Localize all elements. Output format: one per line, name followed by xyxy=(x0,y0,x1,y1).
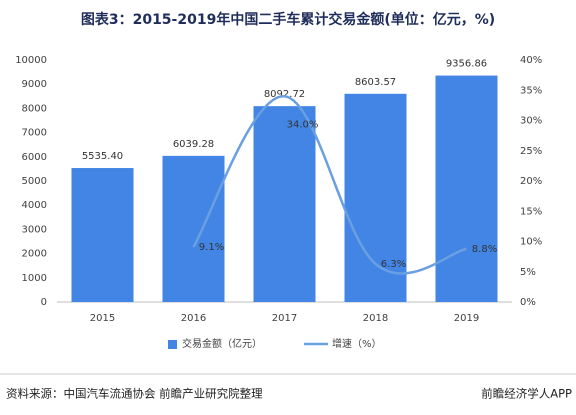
y2-tick-label: 20% xyxy=(520,176,542,187)
legend-label: 增速（%） xyxy=(332,337,382,350)
bar-value-label: 5535.40 xyxy=(82,151,123,162)
y2-tick-label: 15% xyxy=(520,206,542,217)
bar xyxy=(344,93,407,302)
legend-swatch xyxy=(168,340,177,349)
line-value-label: 6.3% xyxy=(381,259,406,270)
legend-label: 交易金额（亿元） xyxy=(182,337,262,350)
bar xyxy=(162,155,225,302)
chart-title: 图表3：2015-2019年中国二手车累计交易金额(单位：亿元，%) xyxy=(81,11,495,28)
x-tick-label: 2018 xyxy=(363,313,388,324)
bar-value-label: 6039.28 xyxy=(173,139,214,150)
source: 资料来源：中国汽车流通协会 前瞻产业研究院整理 xyxy=(6,387,263,401)
y-tick-label: 6000 xyxy=(22,152,47,163)
x-tick-label: 2015 xyxy=(90,313,115,324)
y-tick-label: 3000 xyxy=(22,224,47,235)
watermark: 前瞻经济学人APP xyxy=(481,387,572,401)
y-tick-label: 8000 xyxy=(22,103,47,114)
y-tick-label: 1000 xyxy=(22,273,47,284)
y-tick-label: 2000 xyxy=(22,249,47,260)
line-value-label: 9.1% xyxy=(199,242,224,253)
y-tick-label: 10000 xyxy=(15,55,47,66)
line-value-label: 34.0% xyxy=(287,119,319,130)
y-tick-label: 0 xyxy=(41,297,47,308)
y2-tick-label: 25% xyxy=(520,146,542,157)
line-value-label: 8.8% xyxy=(472,244,497,255)
x-tick-label: 2019 xyxy=(454,313,479,324)
bar-value-label: 9356.86 xyxy=(446,59,487,70)
y2-tick-label: 5% xyxy=(520,267,536,278)
y2-tick-label: 30% xyxy=(520,116,542,127)
bar-value-label: 8092.72 xyxy=(264,89,305,100)
y2-tick-label: 10% xyxy=(520,237,542,248)
y2-tick-label: 0% xyxy=(520,297,536,308)
y2-tick-label: 40% xyxy=(520,55,542,66)
bar xyxy=(71,168,134,302)
bar xyxy=(435,75,498,302)
y-tick-label: 4000 xyxy=(22,200,47,211)
bar-value-label: 8603.57 xyxy=(355,77,396,88)
x-tick-label: 2017 xyxy=(272,313,297,324)
y-tick-label: 5000 xyxy=(22,176,47,187)
y2-tick-label: 35% xyxy=(520,85,542,96)
growth-line xyxy=(192,95,467,275)
y-tick-label: 9000 xyxy=(22,79,47,90)
bar xyxy=(253,106,316,302)
x-tick-label: 2016 xyxy=(181,313,206,324)
y-tick-label: 7000 xyxy=(22,128,47,139)
